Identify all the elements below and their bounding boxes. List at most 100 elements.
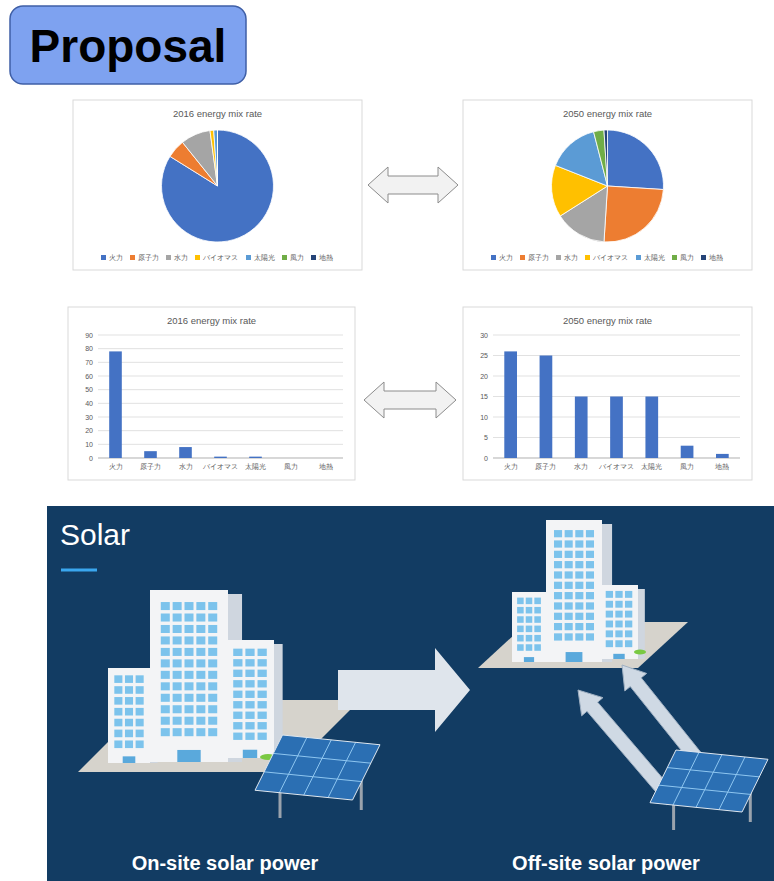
window [565,561,573,568]
window [208,625,217,633]
panel-grid [264,772,362,782]
pie-slice [608,130,664,190]
window [615,611,622,618]
grid-line [493,335,740,336]
panel-grid [328,742,356,797]
window [554,540,562,547]
bar-chart: 2050 energy mix rate051015202530火力原子力水力バ… [463,307,752,480]
window [173,728,182,736]
window [575,540,583,547]
building-face [108,668,150,763]
pie-slice [214,130,218,186]
window [245,722,254,729]
window [554,530,562,537]
door [524,657,534,662]
window [114,719,122,727]
legend-label: バイオマス [592,254,628,261]
window [606,630,613,637]
shrub [634,650,646,655]
window [196,682,205,690]
grid-line [98,444,343,445]
grid-line [98,430,343,431]
window [196,671,205,679]
window [114,675,122,683]
grid-line [98,389,343,390]
window [625,591,632,598]
legend-label: 太陽光 [254,254,275,262]
bar [610,397,623,459]
legend-swatch [130,255,135,260]
legend-swatch [166,255,171,260]
window [575,571,583,578]
category-label: 水力 [574,463,588,470]
bar [681,446,694,458]
window [625,640,632,647]
window [184,682,193,690]
bar [645,397,658,459]
window [173,682,182,690]
tick-label: 40 [85,400,93,407]
bar-chart: 2016 energy mix rate0102030405060708090火… [68,307,355,480]
window [208,694,217,702]
window [606,611,613,618]
window [114,708,122,716]
door [243,750,257,758]
window [245,701,254,708]
window [245,733,254,740]
window [258,712,267,719]
window [161,636,170,644]
panel-grid [696,755,722,808]
window [233,670,242,677]
bars [504,351,728,458]
window [565,582,573,589]
window [586,540,594,547]
pie-slice [182,131,217,186]
tick-label: 90 [85,332,93,339]
panel-grid [667,768,759,777]
window [161,614,170,622]
legend-swatch [556,255,561,260]
window [554,623,562,630]
window [534,598,541,605]
chart-panel [463,100,752,270]
panel-grid [659,785,751,794]
chart-title: 2050 energy mix rate [563,108,652,119]
window [161,648,170,656]
legend-label: 地熱 [708,254,723,262]
header: Proposal [10,6,246,84]
page: Proposal2016 energy mix rate火力原子力水力バイオマス… [0,0,774,881]
window [245,712,254,719]
diagram-title: Solar [60,518,130,551]
window [517,635,524,642]
window [196,705,205,713]
window [184,648,193,656]
window [245,670,254,677]
window [184,694,193,702]
double-arrow [368,167,458,203]
window [184,625,193,633]
window [575,602,583,609]
door [566,652,583,662]
legend-label: 風力 [290,254,304,261]
category-label: バイオマス [598,463,634,470]
window [615,601,622,608]
window [196,636,205,644]
legend-label: バイオマス [202,254,238,261]
panel-face [255,735,380,800]
legend: 火力原子力水力バイオマス太陽光風力地熱 [101,254,333,262]
legend-swatch [701,255,706,260]
window [161,682,170,690]
window [586,623,594,630]
building-face [150,590,228,762]
tick-label: 50 [85,386,93,393]
window [233,701,242,708]
window [184,602,193,610]
tick-label: 70 [85,359,93,366]
tick-label: 80 [85,345,93,352]
window [173,717,182,725]
tick-label: 60 [85,373,93,380]
window [565,551,573,558]
window [615,640,622,647]
category-label: 太陽光 [641,463,662,471]
window [517,598,524,605]
